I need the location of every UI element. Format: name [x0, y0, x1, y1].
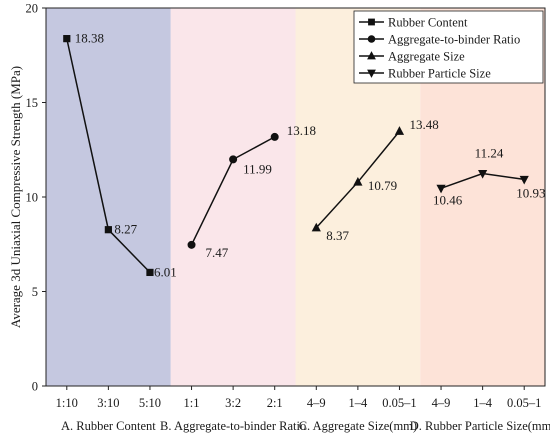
data-point-2-1: [187, 240, 196, 249]
y-tick-label: 5: [32, 285, 38, 299]
y-tick-label: 15: [26, 96, 39, 110]
group-label-3: C. Aggregate Size(mm): [299, 419, 417, 433]
data-point-2-2: [229, 155, 238, 164]
data-label-3-2: 10.79: [368, 178, 397, 193]
y-axis-label: Average 3d Uniaxial Compressive Strength…: [8, 66, 23, 328]
legend-label: Aggregate Size: [388, 50, 465, 64]
x-tick-label: 0.05–1: [507, 396, 541, 410]
series-markers: [63, 35, 529, 277]
data-label-4-1: 10.46: [433, 192, 463, 207]
data-label-3-3: 13.48: [409, 117, 438, 132]
x-tick-label: 4–9: [432, 396, 451, 410]
y-tick-label: 20: [26, 2, 39, 16]
data-label-3-1: 8.37: [326, 228, 349, 243]
data-point-3-2: [353, 176, 363, 186]
data-label-2-3: 13.18: [287, 123, 316, 138]
legend-marker-triangle-down: [367, 69, 376, 78]
y-tick-label: 10: [26, 191, 39, 205]
data-point-1-2: [104, 226, 112, 234]
axes: [42, 7, 546, 390]
x-tick-label: 1–4: [349, 396, 369, 410]
band-1: [46, 8, 171, 386]
band-2: [170, 8, 296, 386]
data-label-2-1: 7.47: [206, 245, 229, 260]
legend-box: [353, 10, 544, 84]
legend-marker-triangle-up: [367, 51, 376, 60]
legend: Rubber Content Aggregate-to-binder Ratio A…: [353, 10, 544, 84]
data-point-4-1: [436, 184, 446, 194]
group-label-2: B. Aggregate-to-binder Ratio: [160, 419, 306, 433]
x-tick-labels: 1:10 3:10 5:10 1:1 3:2 2:1 4–9 1–4 0.05–1 4–9 1–4 0…: [56, 396, 542, 410]
data-point-4-2: [478, 169, 488, 179]
data-point-3-1: [311, 222, 321, 232]
x-tick-label: 1:1: [184, 396, 200, 410]
data-label-4-2: 11.24: [475, 146, 504, 161]
data-point-2-3: [270, 132, 279, 141]
data-label-4-3: 10.93: [516, 185, 545, 200]
data-point-4-3: [519, 175, 529, 185]
legend-marker-square: [368, 18, 375, 26]
legend-label: Rubber Content: [388, 16, 468, 30]
legend-label: Rubber Particle Size: [388, 67, 491, 81]
x-tick-label: 2:1: [267, 396, 283, 410]
x-tick-label: 3:2: [225, 396, 241, 410]
x-tick-label: 0.05–1: [382, 396, 416, 410]
x-tick-label: 4–9: [307, 396, 326, 410]
group-label-1: A. Rubber Content: [61, 419, 156, 433]
data-label-2-2: 11.99: [243, 161, 272, 176]
group-labels: A. Rubber Content B. Aggregate-to-binder …: [61, 419, 550, 433]
y-tick-labels: 0 5 10 15 20: [26, 2, 39, 394]
data-label-1-2: 8.27: [114, 222, 137, 237]
data-label-1-1: 18.38: [75, 31, 104, 46]
x-tick-label: 5:10: [139, 396, 161, 410]
x-tick-label: 3:10: [97, 396, 119, 410]
x-tick-label: 1:10: [56, 396, 78, 410]
y-tick-label: 0: [32, 380, 38, 394]
data-label-1-3: 6.01: [154, 264, 177, 279]
group-label-4: D. Rubber Particle Size(mm): [410, 419, 550, 433]
data-point-1-1: [63, 35, 71, 43]
data-labels: 18.38 8.27 6.01 7.47 11.99 13.18 8.37 10.79 13.4…: [75, 31, 546, 280]
data-point-1-3: [146, 268, 154, 277]
data-point-3-3: [394, 126, 405, 135]
legend-marker-circle: [367, 35, 376, 43]
x-tick-label: 1–4: [473, 396, 493, 410]
legend-label: Aggregate-to-binder Ratio: [388, 33, 520, 47]
